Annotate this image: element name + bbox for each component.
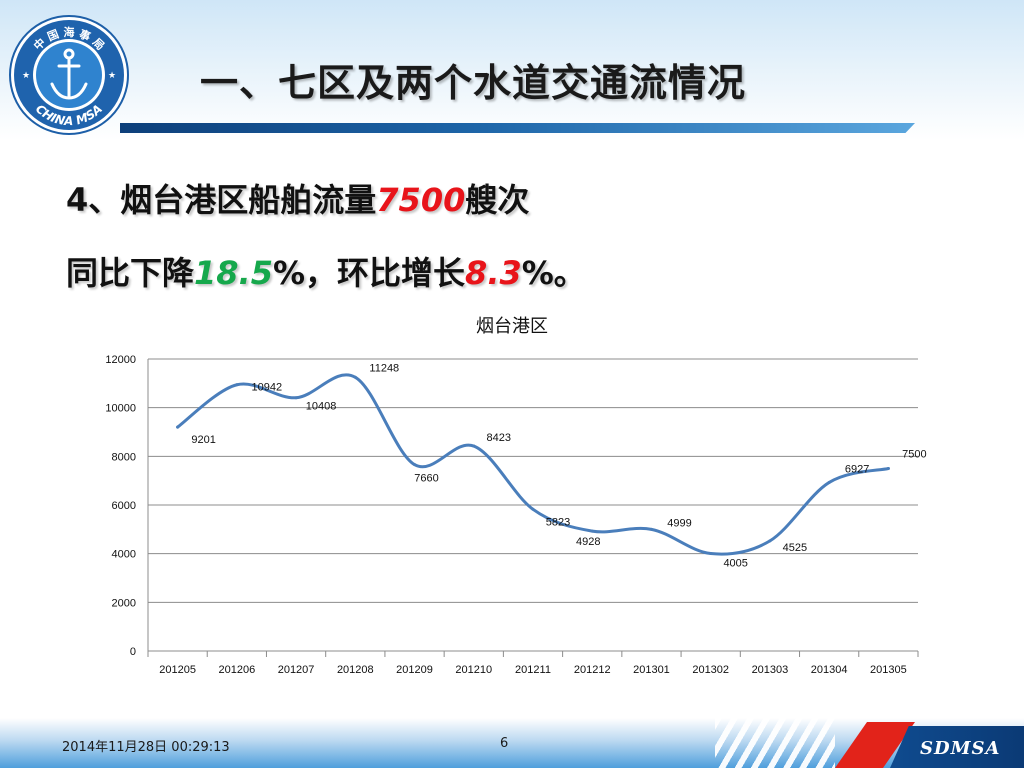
footer-date: 2014年11月28日 00:29:13	[62, 740, 230, 755]
x-tick-label: 201302	[692, 664, 729, 676]
data-point	[709, 552, 713, 556]
data-label: 5823	[546, 516, 570, 528]
brand-label: SDMSA	[920, 738, 1001, 759]
y-tick-label: 8000	[112, 451, 136, 463]
data-label: 6927	[845, 463, 869, 475]
data-point	[413, 463, 417, 467]
x-tick-label: 201205	[159, 664, 196, 676]
x-tick-label: 201211	[515, 664, 551, 676]
data-point	[590, 529, 594, 533]
data-label: 10942	[252, 382, 283, 394]
data-point	[235, 383, 239, 387]
x-tick-label: 201208	[337, 664, 374, 676]
data-label: 4525	[783, 542, 807, 554]
x-tick-label: 201303	[752, 664, 789, 676]
data-label: 4005	[723, 558, 747, 570]
y-tick-label: 6000	[112, 500, 136, 512]
anchor-icon	[50, 48, 88, 100]
series-line	[176, 373, 890, 556]
data-point	[294, 396, 298, 400]
page-number: 6	[500, 736, 509, 751]
yoy-label: 同比下降	[66, 254, 195, 292]
data-label: 7500	[902, 449, 926, 461]
x-tick-label: 201304	[811, 664, 848, 676]
svg-text:★: ★	[108, 71, 116, 81]
data-point	[886, 467, 890, 470]
data-label: 10408	[306, 401, 337, 413]
data-point	[531, 507, 535, 511]
headline-change-suffix: %。	[521, 254, 586, 292]
footer-stripes	[715, 718, 835, 768]
data-point	[472, 444, 476, 448]
data-point	[176, 425, 180, 429]
x-tick-label: 201209	[396, 664, 433, 676]
headline-change: 同比下降18.5%，环比增长8.3%。	[66, 248, 586, 294]
y-tick-label: 4000	[112, 549, 136, 561]
y-tick-label: 2000	[112, 597, 136, 609]
y-tick-label: 12000	[105, 354, 136, 366]
header-stripe	[120, 123, 915, 133]
traffic-value: 7500	[376, 181, 466, 219]
china-msa-logo: 中 国 海 事 局 CHINA MSA ★ ★	[9, 15, 129, 135]
svg-text:★: ★	[22, 71, 30, 81]
data-point	[649, 527, 653, 531]
data-point	[768, 539, 772, 543]
headline-traffic-suffix: 艘次	[465, 181, 530, 219]
x-tick-label: 201301	[633, 664, 670, 676]
data-label: 11248	[369, 362, 399, 374]
data-point	[353, 375, 357, 379]
x-tick-label: 201305	[870, 664, 907, 676]
data-label: 7660	[414, 473, 438, 485]
footer-brand-panel	[890, 726, 1024, 768]
x-tick-label: 201207	[278, 664, 315, 676]
headline-traffic-prefix: 4、烟台港区船舶流量	[66, 181, 377, 219]
header-band	[0, 0, 1024, 140]
x-tick-label: 201206	[218, 664, 255, 676]
mom-value: 8.3	[465, 254, 522, 292]
data-label: 8423	[487, 432, 511, 444]
data-label: 9201	[191, 434, 215, 446]
mom-label: %，环比增长	[272, 254, 466, 292]
data-label: 4999	[667, 517, 691, 529]
page-title: 一、七区及两个水道交通流情况	[200, 61, 747, 105]
data-label: 4928	[576, 536, 600, 548]
y-tick-label: 10000	[105, 403, 136, 415]
headline-traffic: 4、烟台港区船舶流量7500艘次	[66, 175, 529, 221]
data-point	[827, 480, 831, 484]
x-tick-label: 201212	[574, 664, 611, 676]
x-tick-label: 201210	[455, 664, 492, 676]
chart-title: 烟台港区	[476, 316, 548, 337]
yoy-value: 18.5	[194, 254, 273, 292]
y-tick-label: 0	[130, 646, 136, 658]
